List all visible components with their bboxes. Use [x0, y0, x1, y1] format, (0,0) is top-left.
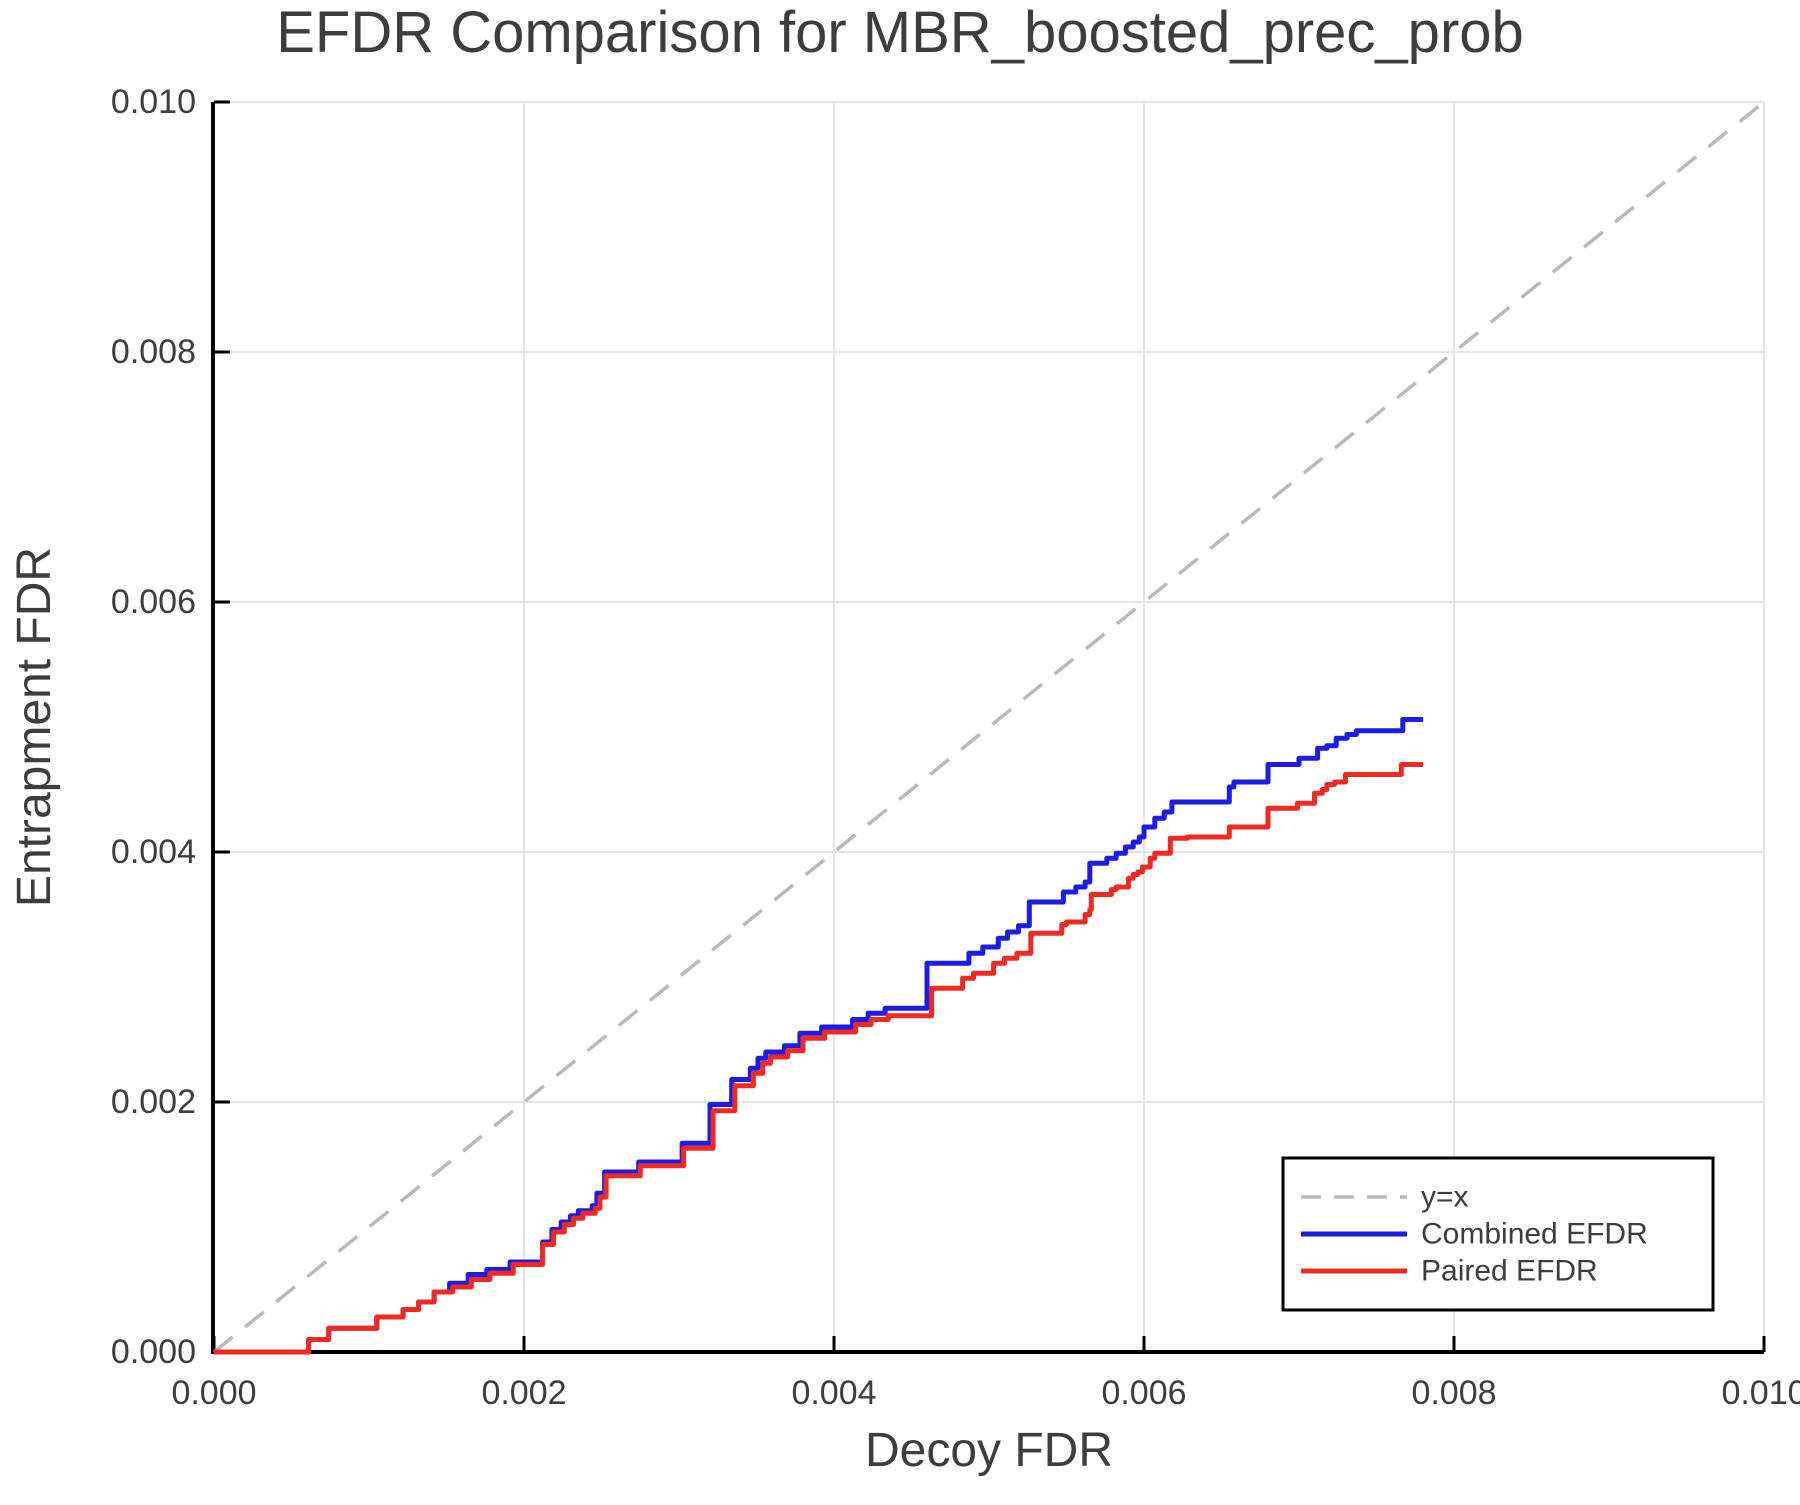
x-axis-label: Decoy FDR	[865, 1424, 1113, 1477]
y-axis-label: Entrapment FDR	[8, 547, 61, 907]
x-tick-label: 0.000	[171, 1374, 256, 1412]
series-line-combined-efdr	[214, 717, 1423, 1355]
x-tick-label: 0.008	[1411, 1374, 1496, 1412]
series-layer	[212, 100, 1766, 1355]
x-tick-label: 0.006	[1101, 1374, 1186, 1412]
y-tick-label: 0.008	[111, 333, 196, 371]
legend-label-paired-efdr: Paired EFDR	[1421, 1255, 1598, 1288]
series-line-paired-efdr	[214, 762, 1423, 1355]
x-tick-label: 0.010	[1721, 1374, 1800, 1412]
legend-label-yx: y=x	[1421, 1181, 1469, 1214]
legend-entry-combined-efdr: Combined EFDR	[1301, 1218, 1648, 1251]
tick-label-layer: 0.000 0.002 0.004 0.006 0.008 0.010 0.000 0.002…	[111, 83, 1800, 1412]
chart-title: EFDR Comparison for MBR_boosted_prec_pro…	[276, 0, 1524, 65]
y-tick-label: 0.004	[111, 833, 196, 871]
legend: y=x Combined EFDR Paired EFDR	[1281, 1156, 1715, 1312]
y-tick-label: 0.006	[111, 583, 196, 621]
reference-line-y-equals-x	[212, 100, 1766, 1354]
x-tick-label: 0.002	[481, 1374, 566, 1412]
legend-entry-yx: y=x	[1301, 1181, 1469, 1214]
axis-layer	[211, 100, 1766, 1354]
y-tick-label: 0.010	[111, 83, 196, 121]
y-tick-label: 0.002	[111, 1083, 196, 1121]
y-tick-label: 0.000	[111, 1333, 196, 1371]
legend-entry-paired-efdr: Paired EFDR	[1301, 1255, 1598, 1288]
x-tick-label: 0.004	[791, 1374, 876, 1412]
legend-label-combined-efdr: Combined EFDR	[1421, 1218, 1648, 1251]
